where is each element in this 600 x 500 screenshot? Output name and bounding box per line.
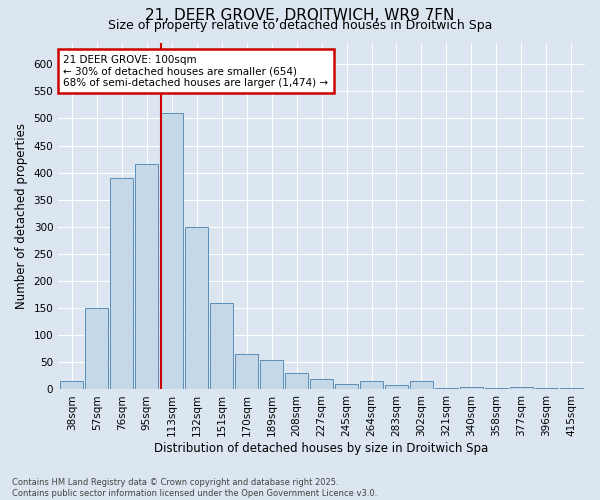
Bar [560, 388, 583, 390]
Bar [535, 388, 558, 390]
Bar [110, 178, 133, 390]
Bar [210, 302, 233, 390]
Bar [360, 382, 383, 390]
Bar [285, 373, 308, 390]
Text: 21 DEER GROVE: 100sqm
← 30% of detached houses are smaller (654)
68% of semi-det: 21 DEER GROVE: 100sqm ← 30% of detached … [64, 54, 329, 88]
Bar [335, 384, 358, 390]
Text: Contains HM Land Registry data © Crown copyright and database right 2025.
Contai: Contains HM Land Registry data © Crown c… [12, 478, 377, 498]
Bar [485, 388, 508, 390]
Bar [61, 382, 83, 390]
Bar [160, 113, 183, 390]
Y-axis label: Number of detached properties: Number of detached properties [15, 123, 28, 309]
Bar [310, 378, 333, 390]
Bar [460, 386, 483, 390]
Text: Size of property relative to detached houses in Droitwich Spa: Size of property relative to detached ho… [108, 19, 492, 32]
X-axis label: Distribution of detached houses by size in Droitwich Spa: Distribution of detached houses by size … [154, 442, 489, 455]
Bar [85, 308, 109, 390]
Bar [260, 360, 283, 390]
Bar [435, 388, 458, 390]
Text: 21, DEER GROVE, DROITWICH, WR9 7FN: 21, DEER GROVE, DROITWICH, WR9 7FN [145, 8, 455, 22]
Bar [410, 382, 433, 390]
Bar [185, 227, 208, 390]
Bar [136, 164, 158, 390]
Bar [385, 385, 408, 390]
Bar [235, 354, 258, 390]
Bar [510, 386, 533, 390]
